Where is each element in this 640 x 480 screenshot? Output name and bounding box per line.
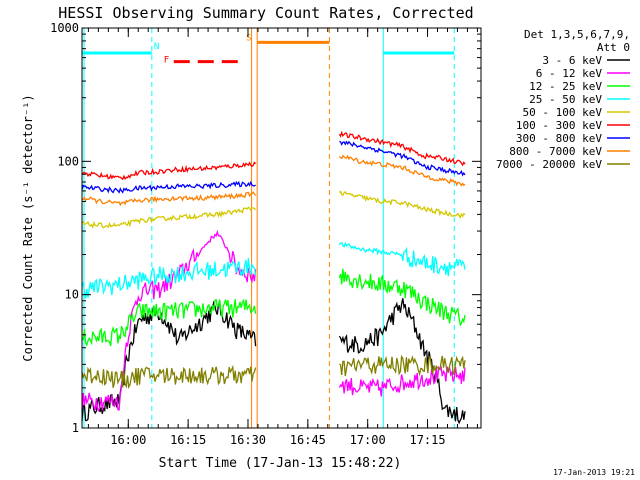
x-tick-label: 16:15: [170, 433, 206, 447]
series-0: [81, 298, 466, 425]
series-line-late: [339, 140, 466, 177]
series-8: [81, 354, 466, 390]
y-tick-label: 10: [65, 288, 79, 302]
series-line-early: [81, 161, 257, 181]
flare-marker-label: F: [164, 56, 169, 66]
series-line-early: [81, 206, 257, 229]
legend-header: Att 0: [597, 41, 630, 54]
night-period-label: N: [154, 42, 159, 52]
chart-title: HESSI Observing Summary Count Rates, Cor…: [58, 4, 473, 22]
y-tick-label: 1: [72, 421, 79, 435]
series-6: [81, 140, 466, 194]
series-5: [81, 130, 466, 181]
series-line-early: [81, 364, 257, 390]
y-tick-label: 1000: [50, 21, 79, 35]
footer-date: 17-Jan-2013 19:21: [553, 468, 635, 477]
legend-entry-label: 25 - 50 keV: [529, 93, 602, 106]
series-line-early: [81, 299, 257, 422]
series-2: [81, 268, 466, 347]
x-tick-label: 16:30: [230, 433, 266, 447]
legend-entry-label: 6 - 12 keV: [536, 67, 603, 80]
legend-header: Det 1,3,5,6,7,9,: [524, 28, 630, 41]
legend-entry-label: 100 - 300 keV: [516, 119, 602, 132]
series-line-early: [81, 191, 257, 207]
series-line-late: [339, 354, 466, 377]
series-line-late: [338, 130, 466, 167]
x-tick-label: 16:45: [290, 433, 326, 447]
series-line-late: [338, 268, 466, 327]
series-line-late: [338, 190, 466, 220]
y-axis-label: Corrected Count Rate (s⁻¹ detector⁻¹): [21, 94, 35, 361]
x-axis-label: Start Time (17-Jan-13 15:48:22): [159, 456, 402, 471]
series-7: [81, 154, 466, 207]
series-line-early: [81, 298, 257, 347]
legend-entry-label: 800 - 7000 keV: [509, 145, 602, 158]
x-tick-label: 17:00: [350, 433, 386, 447]
x-tick-label: 16:00: [110, 433, 146, 447]
legend-entry-label: 12 - 25 keV: [529, 80, 602, 93]
series-line-late: [338, 365, 466, 397]
series-line-late: [338, 298, 466, 425]
legend-entry-label: 50 - 100 keV: [523, 106, 603, 119]
series-3: [81, 241, 466, 299]
series-line-late: [338, 154, 466, 187]
saa-period-label: S: [246, 33, 251, 43]
plot-area: NF S 1 10 100 1000 16:00 16:15 16:30 16:45 17:00 17…: [50, 21, 482, 447]
series-line-early: [81, 180, 256, 194]
series-line-early: [81, 257, 257, 299]
y-tick-label: 100: [57, 154, 79, 168]
legend-entry-label: 300 - 800 keV: [516, 132, 602, 145]
plot-frame: [81, 27, 482, 429]
series-line-late: [338, 241, 466, 277]
x-tick-label: 17:15: [409, 433, 445, 447]
legend-entry-label: 7000 - 20000 keV: [496, 158, 602, 171]
series-4: [81, 190, 466, 229]
legend-entry-label: 3 - 6 keV: [542, 54, 602, 67]
